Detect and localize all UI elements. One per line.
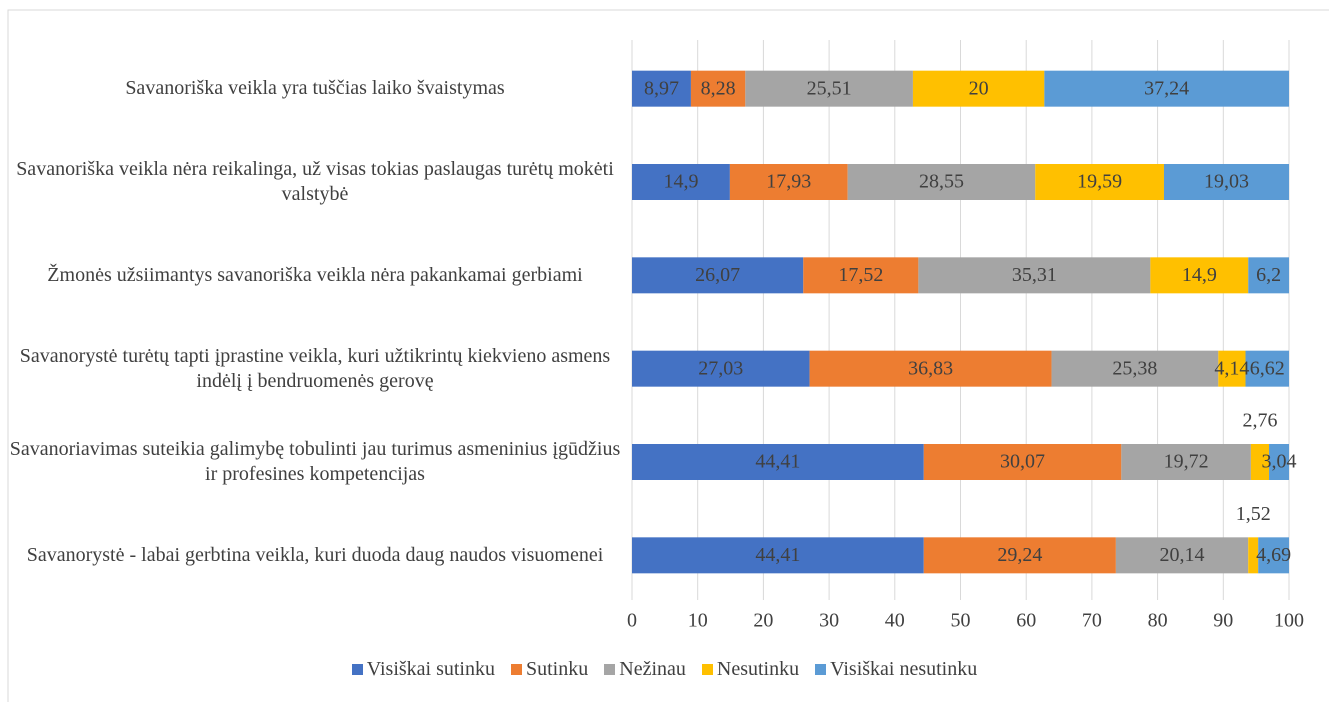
data-label: 14,9 bbox=[663, 171, 698, 193]
bar-segment bbox=[923, 444, 1122, 480]
data-label: 19,59 bbox=[1077, 171, 1122, 193]
data-label: 17,93 bbox=[766, 171, 811, 193]
data-label: 3,04 bbox=[1262, 451, 1297, 473]
data-label: 29,24 bbox=[997, 544, 1042, 566]
legend-label: Visiškai nesutinku bbox=[830, 658, 978, 680]
bar-segment bbox=[632, 257, 804, 294]
x-tick-label: 70 bbox=[1082, 610, 1102, 632]
data-label: 44,41 bbox=[755, 544, 800, 566]
bar-segment bbox=[1115, 537, 1249, 574]
x-tick-label: 50 bbox=[951, 610, 971, 632]
bar-segment bbox=[1248, 537, 1259, 574]
bar-segment bbox=[923, 537, 1116, 574]
bar-segment bbox=[1269, 444, 1289, 480]
bar-segment bbox=[912, 70, 1045, 107]
bar-segment bbox=[809, 350, 1052, 387]
bar-segment bbox=[1245, 350, 1289, 387]
bar-segment bbox=[632, 537, 924, 574]
bar-segment bbox=[690, 70, 746, 107]
data-label: 44,41 bbox=[755, 451, 800, 473]
bar-segment bbox=[632, 164, 730, 200]
x-tick-label: 10 bbox=[688, 610, 708, 632]
data-label: 36,83 bbox=[908, 357, 953, 379]
bar-segment bbox=[632, 350, 810, 387]
bar-segment bbox=[1248, 257, 1289, 294]
data-label: 27,03 bbox=[698, 357, 743, 379]
x-tick-label: 40 bbox=[885, 610, 905, 632]
y-tick-label: Savanoriška veikla nėra reikalinga, už v… bbox=[16, 158, 614, 205]
y-tick-label: Savanorystė turėtų tapti įprastine veikl… bbox=[19, 344, 611, 392]
legend-item: Sutinku bbox=[511, 658, 588, 681]
data-label: 37,24 bbox=[1144, 77, 1189, 99]
x-tick-label: 20 bbox=[753, 610, 773, 632]
data-label: 8,97 bbox=[644, 77, 679, 99]
bar-segment bbox=[1035, 164, 1164, 200]
bar-segment bbox=[632, 70, 691, 107]
bar-segment bbox=[1051, 350, 1219, 387]
bar-segment bbox=[745, 70, 913, 107]
legend-swatch bbox=[604, 664, 616, 675]
data-label: 4,69 bbox=[1256, 544, 1291, 566]
legend-label: Nesutinku bbox=[716, 658, 800, 680]
x-tick-label: 80 bbox=[1148, 610, 1168, 632]
legend-label: Visiškai sutinku bbox=[366, 658, 495, 680]
data-label: 19,03 bbox=[1204, 171, 1249, 193]
data-label: 4,14 bbox=[1214, 357, 1249, 379]
data-label: 14,9 bbox=[1182, 264, 1217, 286]
data-label: 20,14 bbox=[1160, 544, 1205, 566]
data-label: 30,07 bbox=[1000, 451, 1045, 473]
chart-border bbox=[7, 9, 1329, 702]
data-label: 8,28 bbox=[701, 77, 736, 99]
data-label: 17,52 bbox=[838, 264, 883, 286]
data-label: 25,38 bbox=[1112, 357, 1157, 379]
legend-swatch bbox=[351, 664, 363, 675]
data-label: 2,76 bbox=[1242, 410, 1277, 432]
data-label: 35,31 bbox=[1012, 264, 1057, 286]
legend: Visiškai sutinku Sutinku Nežinau Nesutinku V… bbox=[0, 658, 1329, 681]
legend-item: Visiškai sutinku bbox=[351, 658, 495, 681]
x-tick-label: 100 bbox=[1274, 610, 1304, 632]
bar-segment bbox=[1250, 444, 1270, 480]
x-tick-label: 0 bbox=[627, 610, 637, 632]
bar-segment bbox=[847, 164, 1036, 200]
data-label: 19,72 bbox=[1164, 451, 1209, 473]
y-tick-label: Žmonės užsiimantys savanoriška veikla nė… bbox=[47, 263, 583, 286]
bar-segment bbox=[1218, 350, 1246, 387]
data-label: 26,07 bbox=[695, 264, 740, 286]
bar-segment bbox=[803, 257, 919, 294]
bar-segment bbox=[1258, 537, 1289, 574]
bar-segment bbox=[1150, 257, 1249, 294]
data-label: 20 bbox=[969, 77, 989, 99]
y-tick-label: Savanorystė - labai gerbtina veikla, kur… bbox=[26, 543, 604, 566]
legend-swatch bbox=[511, 664, 522, 675]
legend-label: Nežinau bbox=[619, 658, 686, 680]
data-label: 1,52 bbox=[1236, 503, 1271, 525]
x-tick-label: 60 bbox=[1016, 610, 1036, 632]
legend-label: Sutinku bbox=[526, 658, 589, 680]
y-tick-label: Savanoriavimas suteikia galimybę tobulin… bbox=[9, 438, 621, 485]
data-label: 6,2 bbox=[1256, 264, 1281, 286]
data-label: 6,62 bbox=[1250, 357, 1285, 379]
legend-swatch bbox=[815, 664, 827, 675]
legend-item: Nežinau bbox=[604, 658, 686, 681]
bar-segment bbox=[632, 444, 924, 480]
data-label: 25,51 bbox=[807, 77, 852, 99]
x-tick-label: 30 bbox=[819, 610, 839, 632]
data-label: 28,55 bbox=[919, 171, 964, 193]
bar-segment bbox=[729, 164, 848, 200]
y-tick-label: Savanoriška veikla yra tuščias laiko šva… bbox=[125, 77, 505, 100]
bar-segment bbox=[1044, 70, 1289, 107]
bar-segment bbox=[1163, 164, 1289, 200]
legend-item: Nesutinku bbox=[701, 658, 800, 681]
x-tick-label: 90 bbox=[1213, 610, 1233, 632]
bar-segment bbox=[1121, 444, 1251, 480]
legend-item: Visiškai nesutinku bbox=[815, 658, 977, 681]
legend-swatch bbox=[701, 664, 713, 675]
bar-segment bbox=[918, 257, 1151, 294]
